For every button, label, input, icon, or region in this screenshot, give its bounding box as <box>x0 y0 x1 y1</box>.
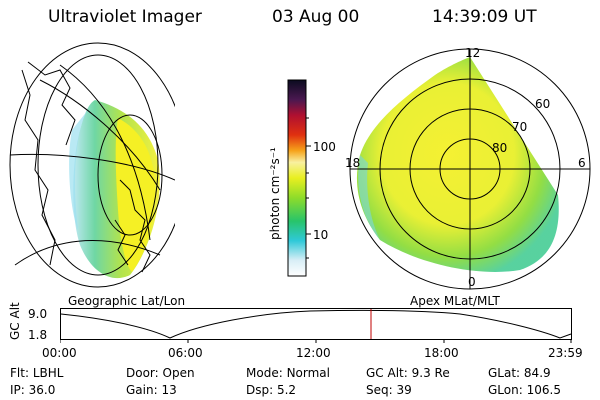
colorbar-tick-100: 100 <box>313 140 336 154</box>
mlt-label-18: 18 <box>345 156 361 170</box>
orbit-altitude-plot <box>60 308 572 343</box>
orbit-ylabel: GC Alt <box>8 302 22 340</box>
date-label: 03 Aug 00 <box>272 7 360 27</box>
apex-polar-plot <box>349 48 591 290</box>
info-mode: Mode: Normal <box>246 366 330 380</box>
info-gain: Gain: 13 <box>126 383 177 397</box>
colorbar <box>287 79 311 277</box>
mlat-label-60: 60 <box>535 97 551 111</box>
info-door: Door: Open <box>126 366 195 380</box>
info-seq: Seq: 39 <box>366 383 412 397</box>
mlt-label-12: 12 <box>465 46 481 60</box>
time-label: 14:39:09 UT <box>432 7 537 27</box>
info-glat: GLat: 84.9 <box>488 366 551 380</box>
orbit-xtick-1200: 12:00 <box>296 346 331 360</box>
colorbar-unit-label: photon cm⁻²s⁻¹ <box>268 147 282 240</box>
info-gc-alt: GC Alt: 9.3 Re <box>366 366 450 380</box>
colorbar-tick-10: 10 <box>313 228 329 242</box>
geo-caption: Geographic Lat/Lon <box>68 294 186 308</box>
info-glon: GLon: 106.5 <box>488 383 561 397</box>
geographic-map <box>9 42 175 288</box>
mlat-label-80: 80 <box>492 141 508 155</box>
instrument-title: Ultraviolet Imager <box>48 7 202 27</box>
orbit-ytick-high: 9.0 <box>28 307 48 321</box>
mlt-label-0: 0 <box>468 275 476 289</box>
orbit-xtick-0000: 00:00 <box>42 346 77 360</box>
apex-caption: Apex MLat/MLT <box>410 294 500 308</box>
info-ip: IP: 36.0 <box>10 383 56 397</box>
orbit-xtick-1800: 18:00 <box>424 346 459 360</box>
orbit-xtick-0600: 06:00 <box>168 346 203 360</box>
orbit-ytick-low: 1.8 <box>28 328 48 342</box>
orbit-xtick-2359: 23:59 <box>548 346 583 360</box>
mlt-label-6: 6 <box>578 156 586 170</box>
info-dsp: Dsp: 5.2 <box>246 383 297 397</box>
mlat-label-70: 70 <box>512 120 528 134</box>
info-flt: Flt: LBHL <box>10 366 64 380</box>
